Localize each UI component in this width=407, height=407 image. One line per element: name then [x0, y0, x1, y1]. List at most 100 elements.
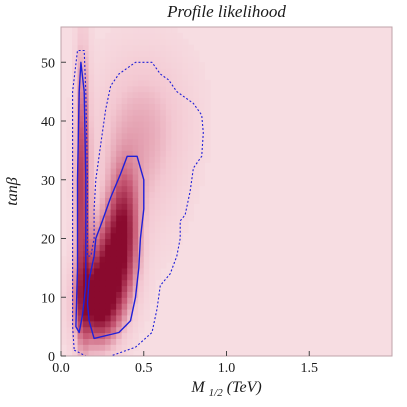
heatmap-cell	[105, 74, 112, 81]
x-tick-label: 1.5	[301, 361, 319, 376]
heatmap-cell	[77, 97, 84, 104]
heatmap-cell	[143, 185, 150, 193]
heatmap-cell	[204, 103, 211, 110]
heatmap-cell	[105, 267, 112, 275]
heatmap-cell	[127, 244, 134, 251]
heatmap-cell	[132, 121, 139, 128]
heatmap-cell	[116, 273, 123, 281]
heatmap-cell	[88, 79, 95, 87]
heatmap-cell	[77, 32, 84, 40]
heatmap-cell	[88, 38, 95, 46]
heatmap-cell	[110, 144, 117, 151]
heatmap-cell	[187, 173, 194, 181]
heatmap-cell	[138, 297, 145, 304]
heatmap-cell	[77, 226, 84, 234]
heatmap-cell	[187, 85, 194, 93]
heatmap-cell	[154, 215, 161, 222]
heatmap-cell	[127, 309, 134, 316]
heatmap-cell	[83, 121, 90, 128]
heatmap-cell	[116, 109, 123, 116]
heatmap-cell	[127, 62, 134, 69]
heatmap-cell	[94, 326, 101, 334]
heatmap-cell	[66, 244, 73, 251]
heatmap-cell	[149, 226, 156, 234]
heatmap-cell	[193, 156, 200, 163]
heatmap-cell	[149, 126, 156, 134]
heatmap-cell	[110, 273, 117, 281]
heatmap-cell	[138, 320, 145, 328]
heatmap-cell	[165, 74, 172, 81]
heatmap-cell	[132, 79, 139, 87]
heatmap-cell	[121, 32, 128, 40]
heatmap-cell	[94, 126, 101, 134]
heatmap-cell	[72, 285, 79, 292]
heatmap-cell	[116, 267, 123, 275]
heatmap-cell	[88, 344, 95, 351]
heatmap-cell	[110, 79, 117, 87]
heatmap-cell	[121, 350, 128, 356]
heatmap-cell	[171, 179, 178, 187]
heatmap-cell	[94, 297, 101, 304]
heatmap-cell	[72, 279, 79, 287]
heatmap-cell	[127, 279, 134, 287]
heatmap-cell	[110, 309, 117, 316]
heatmap-cell	[88, 115, 95, 122]
heatmap-cell	[110, 332, 117, 339]
heatmap-cell	[171, 162, 178, 169]
heatmap-cell	[154, 115, 161, 122]
heatmap-cell	[193, 168, 200, 175]
heatmap-cell	[143, 232, 150, 240]
heatmap-cell	[182, 103, 189, 110]
heatmap-cell	[176, 115, 183, 122]
heatmap-cell	[127, 85, 134, 93]
heatmap-cell	[66, 144, 73, 151]
heatmap-cell	[72, 262, 79, 269]
heatmap-cell	[138, 132, 145, 140]
heatmap-cell	[105, 338, 112, 345]
heatmap-cell	[72, 309, 79, 316]
heatmap-cell	[138, 74, 145, 81]
heatmap-cell	[160, 232, 167, 240]
heatmap-cell	[149, 297, 156, 304]
heatmap-cell	[121, 115, 128, 122]
heatmap-cell	[127, 103, 134, 110]
heatmap-cell	[138, 150, 145, 157]
heatmap-cell	[94, 79, 101, 87]
heatmap-cell	[193, 79, 200, 87]
heatmap-cell	[110, 215, 117, 222]
heatmap-cell	[110, 38, 117, 46]
heatmap-cell	[127, 156, 134, 163]
heatmap-cell	[165, 197, 172, 204]
heatmap-cell	[165, 138, 172, 146]
heatmap-cell	[165, 109, 172, 116]
heatmap-cell	[160, 144, 167, 151]
heatmap-cell	[132, 203, 139, 210]
heatmap-cell	[116, 220, 123, 228]
heatmap-cell	[121, 144, 128, 151]
y-axis-label: tanβ	[4, 177, 21, 205]
heatmap-cell	[72, 91, 79, 99]
heatmap-cell	[94, 244, 101, 251]
heatmap-cell	[116, 121, 123, 128]
heatmap-cell	[149, 168, 156, 175]
heatmap-cell	[88, 132, 95, 140]
heatmap-cell	[143, 267, 150, 275]
heatmap-cell	[110, 285, 117, 292]
heatmap-cell	[72, 179, 79, 187]
heatmap-cell	[88, 273, 95, 281]
heatmap-cell	[105, 162, 112, 169]
heatmap-cell	[127, 138, 134, 146]
heatmap-cell	[110, 220, 117, 228]
heatmap-cell	[160, 197, 167, 204]
heatmap-cell	[149, 144, 156, 151]
heatmap-cell	[160, 97, 167, 104]
heatmap-cell	[132, 226, 139, 234]
heatmap-cell	[99, 279, 106, 287]
heatmap-cell	[149, 74, 156, 81]
heatmap-cell	[94, 350, 101, 356]
heatmap-cell	[171, 215, 178, 222]
heatmap-cell	[154, 232, 161, 240]
heatmap-cell	[83, 56, 90, 63]
heatmap-cell	[171, 168, 178, 175]
heatmap-cell	[110, 32, 117, 40]
